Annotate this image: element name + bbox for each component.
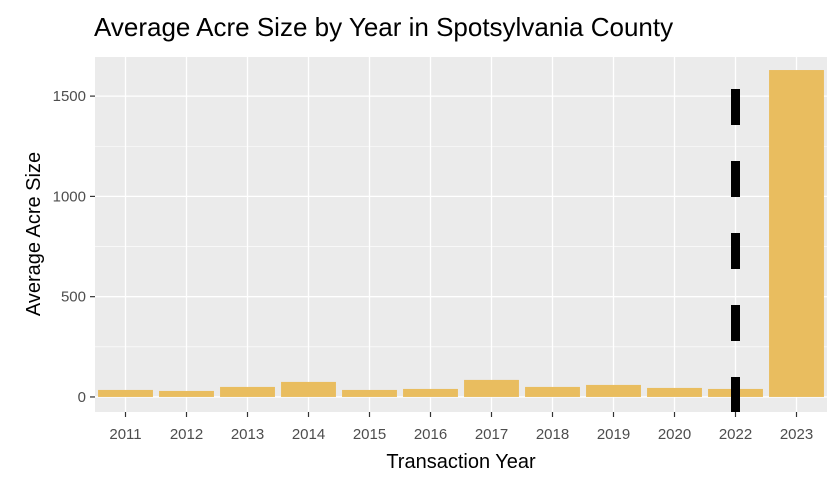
x-tick-label: 2023: [780, 426, 813, 443]
x-tick-label: 2016: [414, 426, 447, 443]
bar-2017: [464, 379, 519, 397]
bar-2023: [769, 70, 824, 397]
x-tick-label: 2019: [597, 426, 630, 443]
x-tick-label: 2011: [109, 426, 141, 443]
bar-2018: [525, 386, 580, 397]
bar-2020: [647, 387, 702, 397]
y-tick-label: 500: [61, 289, 86, 306]
y-tick-label: 1500: [53, 88, 86, 105]
x-tick-label: 2014: [292, 426, 325, 443]
y-tick-label: 1000: [53, 188, 86, 205]
plot-panel: [95, 57, 827, 412]
bar-2016: [403, 388, 458, 397]
x-axis: 2011 2012 2013 2014 2015 2016 2017 2018 2019 2020…: [109, 412, 813, 443]
x-tick-label: 2013: [231, 426, 264, 443]
bar-2013: [220, 386, 275, 397]
y-axis-title: Average Acre Size: [23, 152, 45, 316]
y-tick-label: 0: [78, 389, 86, 406]
bars: [98, 70, 824, 397]
x-axis-title: Transaction Year: [386, 451, 536, 473]
x-tick-label: 2012: [170, 426, 203, 443]
x-tick-label: 2015: [353, 426, 386, 443]
x-tick-label: 2017: [475, 426, 508, 443]
bar-2019: [586, 384, 641, 397]
bar-2014: [281, 381, 336, 397]
bar-2011: [98, 389, 153, 397]
chart-title: Average Acre Size by Year in Spotsylvani…: [94, 12, 673, 42]
grid-minor-lines: [95, 145, 827, 348]
x-tick-label: 2020: [658, 426, 691, 443]
x-tick-label: 2022: [719, 426, 752, 443]
bar-2012: [159, 390, 214, 397]
bar-2015: [342, 389, 397, 397]
y-axis: 0 500 1000 1500: [53, 88, 95, 406]
x-tick-label: 2018: [536, 426, 569, 443]
